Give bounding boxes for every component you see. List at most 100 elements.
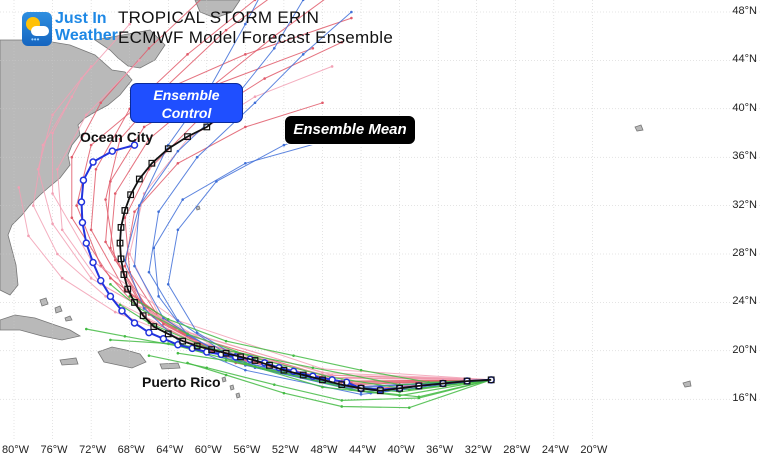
mean-track-point (117, 223, 125, 231)
ensemble-member-point (89, 228, 93, 232)
longitude-tick-label: 68°W (117, 444, 145, 456)
ensemble-control-label: Ensemble Control (130, 83, 243, 123)
north-america-landmass (0, 39, 133, 296)
ensemble-member-point (244, 125, 247, 129)
mean-track-point (127, 191, 135, 199)
longitude-tick-label: 52°W (271, 444, 299, 456)
ensemble-member-point (31, 204, 35, 207)
longitude-tick-label: 72°W (79, 444, 107, 456)
ensemble-member-point (350, 10, 353, 14)
ensemble-member-point (113, 192, 117, 195)
ensemble-member-point (104, 295, 107, 298)
ensemble-member-point (70, 216, 74, 219)
ensemble-member-point (176, 319, 180, 322)
mean-track-point (150, 323, 158, 330)
ensemble-member-point (407, 406, 411, 409)
ensemble-member-point (70, 155, 74, 159)
longitude-tick-label: 48°W (310, 444, 338, 456)
rain-drops-icon: ••• (31, 35, 40, 44)
latitude-tick-label: 24°N (732, 295, 757, 308)
mean-track-point (251, 357, 259, 364)
mean-track-point (164, 330, 172, 338)
ensemble-member-point (109, 282, 112, 286)
mean-track-point (148, 159, 156, 167)
ensemble-member-point (311, 366, 315, 370)
lesser-antilles-islands (221, 376, 241, 399)
control-track-point (97, 276, 105, 285)
longitude-tick-label: 24°W (541, 444, 569, 456)
ensemble-member-point (109, 276, 112, 280)
ensemble-member-point (244, 22, 247, 26)
ensemble-member-point (166, 342, 170, 345)
latitude-tick-label: 44°N (732, 53, 757, 66)
ensemble-member-point (56, 252, 59, 256)
ensemble-member-point (350, 388, 353, 391)
ensemble-member-point (181, 198, 184, 201)
control-track-point (108, 147, 117, 155)
ensemble-member-point (118, 137, 122, 141)
ensemble-member-point (301, 0, 305, 2)
ensemble-member-point (109, 246, 112, 250)
ensemble-member-point (321, 101, 324, 105)
ensemble-member-point (224, 359, 228, 362)
ensemble-member-point (142, 125, 146, 129)
ensemble-member-point (244, 161, 247, 165)
ensemble-member-point (128, 252, 131, 256)
control-track-point (130, 319, 139, 327)
control-track-point (89, 158, 97, 166)
ensemble-member-point (123, 264, 127, 268)
ensemble-member-point (56, 168, 59, 171)
latitude-tick-label: 40°N (732, 101, 757, 114)
cloud-icon (31, 26, 49, 36)
mean-track-point (222, 349, 230, 357)
ensemble-member-point (89, 143, 93, 147)
ensemble-member-point (330, 65, 334, 68)
ensemble-member-point (272, 383, 276, 386)
ensemble-member-point (17, 186, 21, 189)
ensemble-member-point (51, 192, 54, 195)
ensemble-member-point (301, 53, 305, 56)
bahamas-islands (39, 297, 73, 322)
azores-islands (634, 124, 692, 388)
ensemble-member-point (224, 339, 228, 343)
ensemble-member-point (176, 351, 180, 355)
latitude-tick-label: 36°N (732, 150, 757, 163)
ensemble-member-track (110, 339, 492, 386)
ensemble-member-point (272, 47, 276, 50)
mean-track-point (164, 145, 172, 153)
ensemble-member-point (282, 143, 286, 147)
ensemble-member-point (186, 53, 189, 56)
ensemble-member-point (166, 318, 170, 321)
ensemble-member-point (123, 334, 127, 338)
control-track-point (106, 292, 115, 301)
ensemble-member-point (340, 405, 344, 408)
ensemble-member-point (427, 380, 430, 384)
mean-track-point (120, 271, 128, 278)
ensemble-member-point (60, 228, 64, 232)
ensemble-member-track (133, 0, 492, 388)
ensemble-member-point (147, 354, 151, 357)
land-layer (0, 0, 692, 399)
ensemble-member-point (340, 40, 344, 44)
longitude-tick-label: 56°W (233, 444, 261, 456)
ensemble-member-point (195, 155, 199, 159)
control-track-point (79, 176, 88, 184)
latitude-tick-label: 48°N (732, 5, 757, 17)
jamaica-landmass (59, 357, 79, 366)
mean-track-point (396, 384, 403, 392)
ensemble-member-point (359, 393, 363, 396)
weather-icon: ••• (22, 12, 52, 46)
mean-track-point (266, 361, 273, 369)
control-track-point (77, 198, 86, 206)
mean-track-point (124, 285, 132, 293)
ensemble-member-point (157, 210, 160, 213)
ensemble-member-point (263, 77, 266, 80)
mean-track-point (116, 239, 124, 247)
ensemble-member-point (292, 354, 295, 357)
mean-track-point (280, 366, 288, 374)
mean-track-point (117, 255, 125, 263)
ensemble-member-point (176, 149, 180, 153)
title-line-1: TROPICAL STORM ERIN (118, 8, 320, 27)
